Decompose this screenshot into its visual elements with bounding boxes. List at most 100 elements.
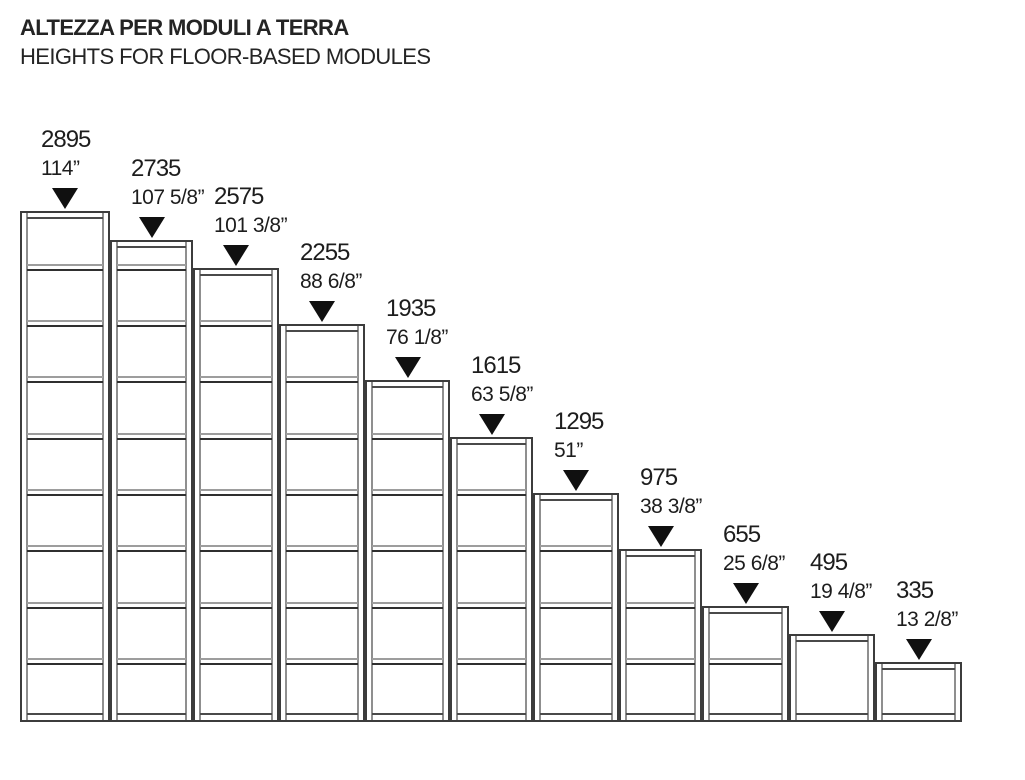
height-label-inches: 51” — [554, 439, 583, 462]
height-label-mm: 2895 — [41, 126, 91, 153]
height-label-mm: 975 — [640, 464, 678, 491]
down-arrow-marker — [819, 611, 845, 632]
top-panel-line — [457, 443, 526, 445]
title-italian: ALTEZZA PER MODULI A TERRA — [20, 15, 349, 40]
shelf-line — [372, 433, 443, 440]
module-1615 — [450, 437, 533, 722]
height-label-mm: 1295 — [554, 408, 604, 435]
shelf-line — [200, 320, 272, 327]
down-arrow-marker — [223, 245, 249, 266]
shelf-line — [200, 489, 272, 496]
upright-right — [525, 439, 527, 720]
module-1935 — [365, 380, 450, 722]
upright-right — [867, 636, 869, 720]
upright-right — [781, 608, 783, 720]
height-annotation: 2735 107 5/8” — [131, 155, 205, 213]
shelf-line — [117, 545, 186, 552]
top-panel-line — [117, 246, 186, 248]
shelf-line — [372, 602, 443, 609]
down-arrow-marker — [478, 414, 505, 435]
shelf-line — [286, 545, 358, 552]
height-annotation: 1935 76 1/8” — [386, 295, 448, 353]
plinth-line — [626, 713, 695, 715]
shelf-line — [27, 545, 103, 552]
height-label-inches: 38 3/8” — [640, 495, 702, 518]
plinth-line — [882, 713, 955, 715]
height-label-inches: 25 6/8” — [723, 552, 785, 575]
shelf-line — [117, 658, 186, 665]
shelf-line — [286, 433, 358, 440]
shelf-line — [286, 658, 358, 665]
shelf-line — [117, 489, 186, 496]
top-panel-line — [626, 555, 695, 557]
module-2895 — [20, 211, 110, 722]
upright-right — [102, 213, 104, 720]
height-label-inches: 63 5/8” — [471, 383, 533, 406]
shelf-line — [27, 376, 103, 383]
down-arrow-marker — [563, 470, 589, 491]
shelf-line — [372, 658, 443, 665]
shelf-line — [117, 320, 186, 327]
top-panel-line — [709, 612, 782, 614]
upright-left — [625, 551, 627, 720]
shelf-line — [286, 489, 358, 496]
shelf-line — [27, 602, 103, 609]
top-panel-line — [372, 386, 443, 388]
shelf-line — [372, 545, 443, 552]
module-2735 — [110, 240, 193, 722]
upright-right — [185, 242, 187, 720]
down-arrow-marker — [138, 217, 165, 238]
module-1295 — [533, 493, 619, 722]
shelf-line — [540, 658, 612, 665]
height-annotation: 975 38 3/8” — [640, 464, 702, 522]
height-label-mm: 2255 — [300, 239, 350, 266]
upright-left — [116, 242, 118, 720]
plinth-line — [200, 713, 272, 715]
upright-left — [285, 326, 287, 720]
shelf-line — [27, 489, 103, 496]
down-arrow-marker — [52, 188, 78, 209]
height-annotation: 495 19 4/8” — [810, 549, 872, 607]
upright-left — [456, 439, 458, 720]
plinth-line — [27, 713, 103, 715]
height-label-mm: 2735 — [131, 155, 181, 182]
height-label-mm: 1935 — [386, 295, 436, 322]
shelf-line — [117, 376, 186, 383]
upright-left — [795, 636, 797, 720]
upright-right — [611, 495, 613, 720]
shelf-line — [27, 320, 103, 327]
shelf-line — [27, 264, 103, 271]
height-annotation: 2255 88 6/8” — [300, 239, 362, 297]
height-annotation: 2575 101 3/8” — [214, 183, 288, 241]
shelf-line — [540, 602, 612, 609]
height-annotation: 655 25 6/8” — [723, 521, 785, 579]
height-label-inches: 76 1/8” — [386, 326, 448, 349]
down-arrow-marker — [732, 583, 759, 604]
shelf-line — [200, 376, 272, 383]
shelf-line — [200, 602, 272, 609]
height-label-mm: 1615 — [471, 352, 521, 379]
height-label-mm: 335 — [896, 577, 934, 604]
height-label-mm: 2575 — [214, 183, 264, 210]
height-label-inches: 88 6/8” — [300, 270, 362, 293]
upright-left — [881, 664, 883, 720]
down-arrow-marker — [394, 357, 421, 378]
shelf-line — [27, 433, 103, 440]
upright-right — [442, 382, 444, 720]
top-panel-line — [882, 668, 955, 670]
upright-right — [357, 326, 359, 720]
height-label-inches: 13 2/8” — [896, 608, 958, 631]
shelf-line — [457, 658, 526, 665]
shelf-line — [117, 602, 186, 609]
height-label-mm: 495 — [810, 549, 848, 576]
shelf-line — [117, 264, 186, 271]
height-annotation: 2895 114” — [41, 126, 91, 184]
shelf-line — [457, 602, 526, 609]
page-header: ALTEZZA PER MODULI A TERRA HEIGHTS FOR F… — [20, 14, 431, 71]
down-arrow-marker — [309, 301, 335, 322]
shelf-line — [200, 658, 272, 665]
shelf-line — [457, 489, 526, 496]
shelf-line — [286, 376, 358, 383]
upright-right — [954, 664, 956, 720]
module-2255 — [279, 324, 365, 722]
